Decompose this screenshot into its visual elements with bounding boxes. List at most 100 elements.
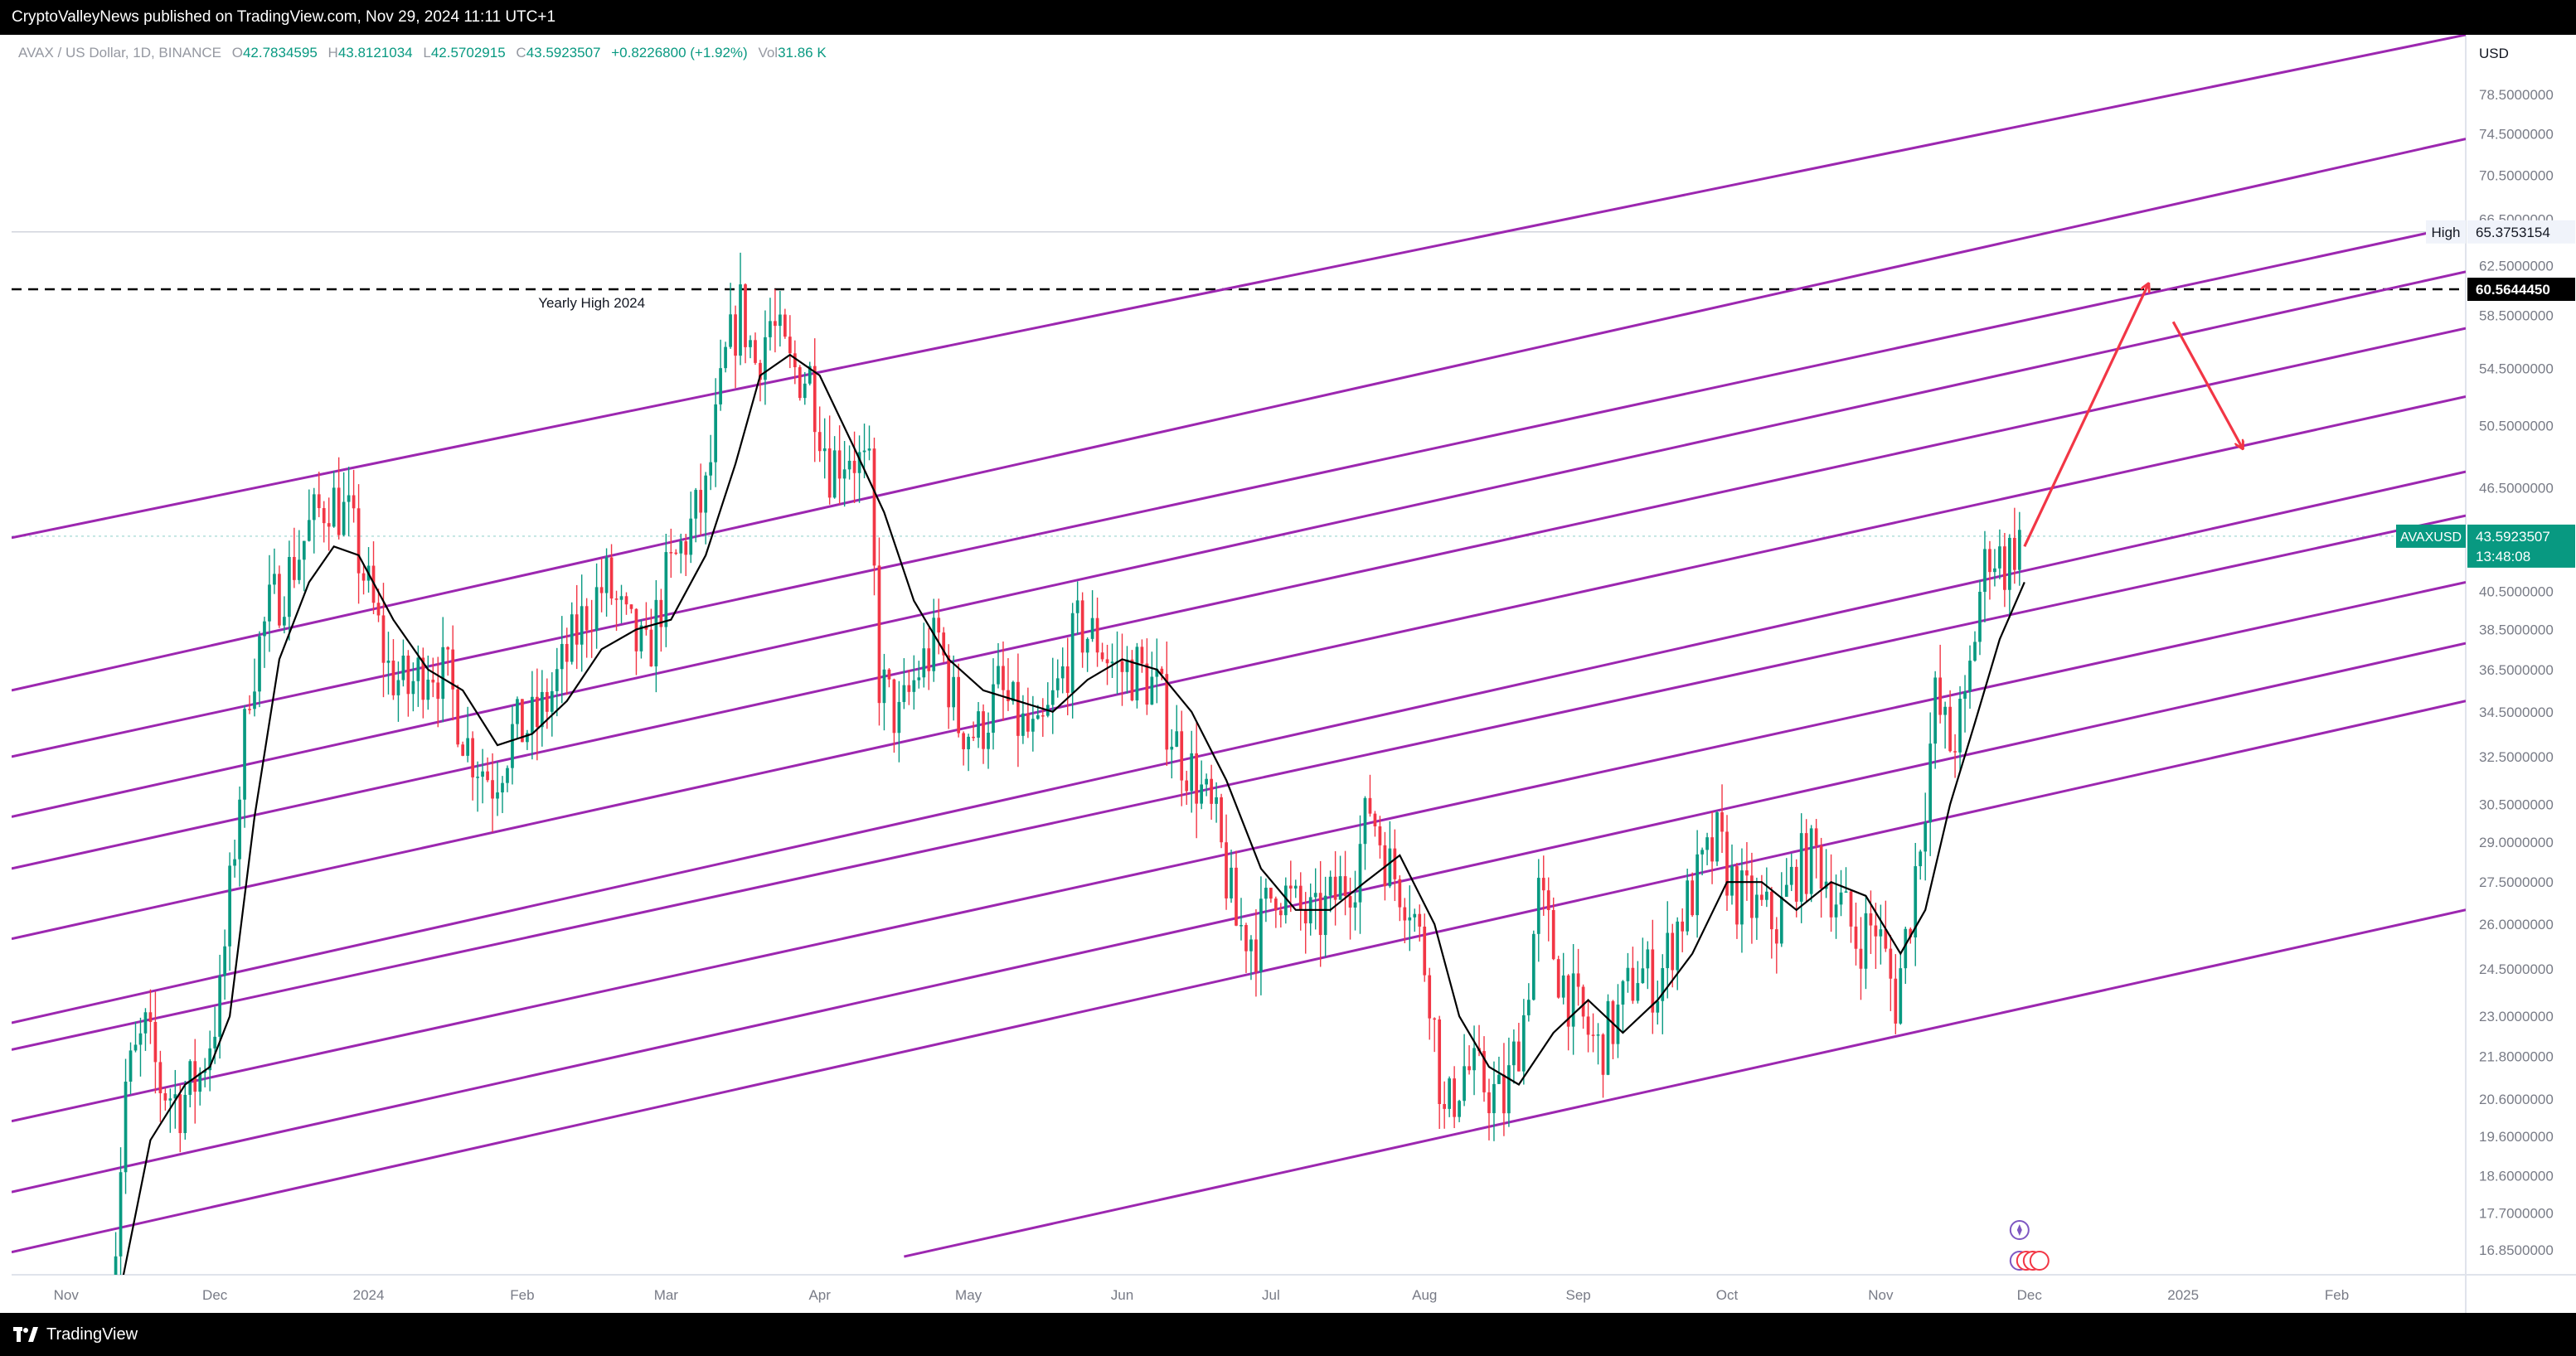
candle[interactable]	[649, 608, 653, 667]
candle[interactable]	[243, 705, 246, 828]
candle[interactable]	[1839, 869, 1843, 917]
candle[interactable]	[1710, 811, 1714, 884]
candle[interactable]	[491, 753, 494, 833]
candle[interactable]	[1418, 904, 1422, 942]
candle[interactable]	[1983, 530, 1987, 622]
candle[interactable]	[694, 487, 698, 543]
candle[interactable]	[1185, 770, 1189, 806]
candle[interactable]	[808, 361, 812, 385]
candle[interactable]	[1388, 821, 1392, 889]
candle[interactable]	[501, 776, 504, 813]
candle[interactable]	[1894, 954, 1898, 1034]
candle[interactable]	[1453, 1066, 1456, 1129]
candle[interactable]	[1235, 850, 1238, 927]
candle[interactable]	[669, 528, 673, 579]
candle[interactable]	[1666, 901, 1670, 999]
candle[interactable]	[109, 1282, 113, 1313]
candle[interactable]	[540, 670, 544, 747]
candle[interactable]	[1413, 908, 1417, 932]
candle[interactable]	[133, 1021, 138, 1053]
candle[interactable]	[1368, 774, 1372, 817]
candle[interactable]	[1259, 876, 1263, 995]
candle[interactable]	[1864, 896, 1868, 990]
candle[interactable]	[1641, 937, 1645, 984]
candle[interactable]	[1002, 641, 1005, 721]
candle[interactable]	[1041, 698, 1045, 737]
candle[interactable]	[1244, 923, 1248, 973]
candle[interactable]	[1924, 792, 1928, 881]
candle[interactable]	[932, 598, 936, 682]
candle[interactable]	[1789, 853, 1793, 892]
candle[interactable]	[1443, 1081, 1447, 1129]
candle[interactable]	[827, 415, 832, 505]
candle[interactable]	[188, 1059, 192, 1107]
candle[interactable]	[759, 360, 762, 402]
candle[interactable]	[1273, 896, 1278, 928]
candle[interactable]	[1130, 650, 1134, 702]
candles[interactable]	[109, 252, 2021, 1313]
candle[interactable]	[704, 472, 708, 545]
moving-average-line[interactable]	[121, 353, 2025, 1289]
candle[interactable]	[1328, 870, 1332, 913]
candle[interactable]	[1269, 887, 1273, 903]
candle[interactable]	[1809, 825, 1813, 903]
candle[interactable]	[1879, 904, 1883, 965]
candle[interactable]	[1859, 917, 1863, 1000]
candle[interactable]	[982, 704, 985, 764]
candle[interactable]	[496, 762, 499, 816]
candle[interactable]	[1150, 651, 1154, 705]
candle[interactable]	[927, 627, 931, 690]
candle[interactable]	[1576, 948, 1580, 1006]
candle[interactable]	[1973, 631, 1977, 662]
channel-line-5[interactable]	[12, 395, 2466, 941]
candle[interactable]	[1225, 814, 1228, 910]
candle[interactable]	[1050, 657, 1055, 734]
candle[interactable]	[312, 487, 316, 554]
candle[interactable]	[396, 661, 400, 722]
candle[interactable]	[565, 627, 569, 695]
candle[interactable]	[371, 541, 376, 615]
candle[interactable]	[1963, 675, 1967, 733]
candle[interactable]	[887, 668, 891, 688]
candle[interactable]	[992, 658, 995, 750]
candle[interactable]	[684, 533, 688, 576]
candle[interactable]	[183, 1080, 187, 1140]
candle[interactable]	[1264, 878, 1268, 923]
candle[interactable]	[917, 661, 921, 689]
candle[interactable]	[570, 602, 574, 665]
candle[interactable]	[1968, 645, 1972, 709]
candle[interactable]	[1348, 877, 1352, 940]
candle[interactable]	[1745, 841, 1749, 901]
candle[interactable]	[1869, 890, 1873, 954]
candle[interactable]	[779, 290, 782, 347]
candle[interactable]	[937, 598, 941, 655]
candle[interactable]	[1055, 659, 1060, 698]
candle[interactable]	[1750, 852, 1754, 944]
candle[interactable]	[193, 1039, 197, 1124]
candle[interactable]	[1586, 999, 1590, 1053]
candle[interactable]	[867, 425, 871, 461]
candle[interactable]	[1065, 637, 1070, 715]
candle[interactable]	[709, 434, 713, 491]
candle[interactable]	[1651, 919, 1655, 1034]
candle[interactable]	[1904, 927, 1908, 985]
candle[interactable]	[466, 706, 469, 763]
candle[interactable]	[594, 563, 599, 649]
candle[interactable]	[1536, 859, 1540, 962]
candle[interactable]	[292, 527, 296, 588]
candle[interactable]	[952, 655, 956, 721]
candle[interactable]	[803, 371, 807, 405]
candle[interactable]	[426, 655, 430, 710]
candle[interactable]	[228, 852, 231, 971]
candle[interactable]	[531, 671, 534, 760]
candle[interactable]	[1318, 860, 1322, 967]
candle[interactable]	[987, 712, 990, 769]
candle[interactable]	[822, 418, 827, 479]
channel-line-6[interactable]	[12, 470, 2466, 1024]
candle[interactable]	[754, 332, 757, 366]
candle[interactable]	[2017, 511, 2021, 586]
candle[interactable]	[857, 435, 861, 503]
candle[interactable]	[774, 288, 777, 353]
candle[interactable]	[614, 590, 619, 632]
candle[interactable]	[1715, 811, 1719, 866]
